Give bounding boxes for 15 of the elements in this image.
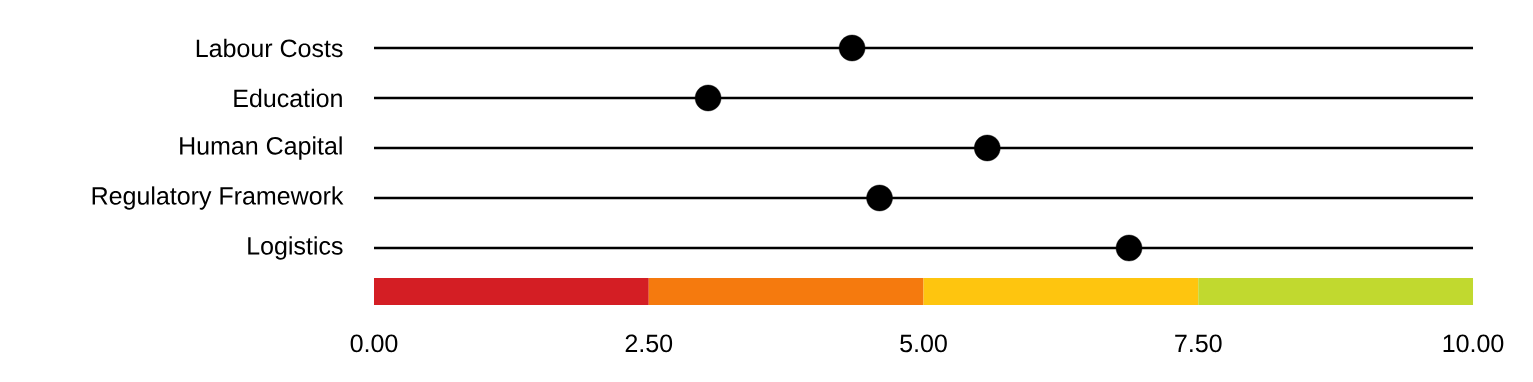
y-tick-label: Education <box>234 88 342 108</box>
point <box>1115 234 1143 262</box>
point <box>974 134 1001 162</box>
y-tick-label: Logistics <box>248 236 343 260</box>
x-tick-label: 2.50 <box>625 334 673 353</box>
y-tick-label: Labour Costs <box>196 38 343 58</box>
point <box>694 84 722 112</box>
y-tick-label: Regulatory Framework <box>92 186 344 210</box>
x-tick-label: 10.00 <box>1443 334 1504 353</box>
x-tick-label: 0.00 <box>350 334 398 353</box>
point <box>838 34 866 62</box>
y-tick-label: Human Capital <box>180 136 342 160</box>
x-tick-label: 5.00 <box>900 334 947 353</box>
point <box>866 184 893 212</box>
x-tick-label: 7.50 <box>1175 334 1222 353</box>
